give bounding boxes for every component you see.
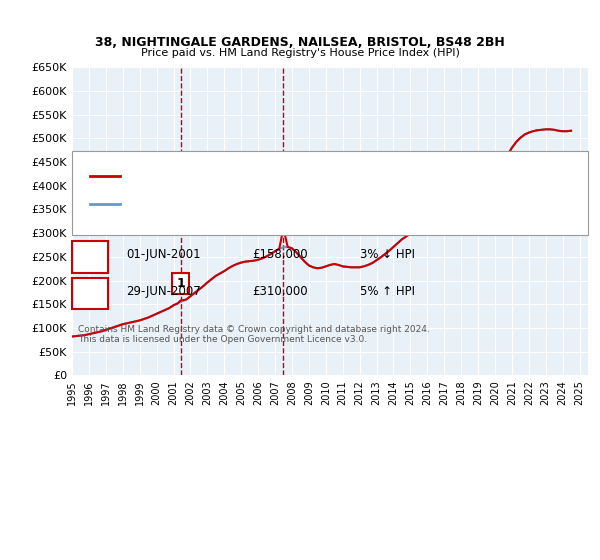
Text: 2: 2 (86, 284, 94, 298)
Text: £158,000: £158,000 (252, 248, 308, 262)
Text: 3% ↓ HPI: 3% ↓ HPI (360, 248, 415, 262)
Text: 1: 1 (176, 277, 185, 290)
Text: 2: 2 (279, 205, 288, 218)
Text: 01-JUN-2001: 01-JUN-2001 (126, 248, 200, 262)
Text: Price paid vs. HM Land Registry's House Price Index (HPI): Price paid vs. HM Land Registry's House … (140, 48, 460, 58)
Text: 5% ↑ HPI: 5% ↑ HPI (360, 284, 415, 298)
Text: £310,000: £310,000 (252, 284, 308, 298)
Text: 38, NIGHTINGALE GARDENS, NAILSEA, BRISTOL, BS48 2BH: 38, NIGHTINGALE GARDENS, NAILSEA, BRISTO… (95, 35, 505, 49)
Text: 1: 1 (86, 248, 94, 262)
Text: HPI: Average price, detached house, North Somerset: HPI: Average price, detached house, Nort… (126, 199, 401, 209)
Text: Contains HM Land Registry data © Crown copyright and database right 2024.
This d: Contains HM Land Registry data © Crown c… (78, 325, 430, 344)
Text: 29-JUN-2007: 29-JUN-2007 (126, 284, 201, 298)
Text: 38, NIGHTINGALE GARDENS, NAILSEA, BRISTOL, BS48 2BH (detached house): 38, NIGHTINGALE GARDENS, NAILSEA, BRISTO… (126, 171, 526, 181)
